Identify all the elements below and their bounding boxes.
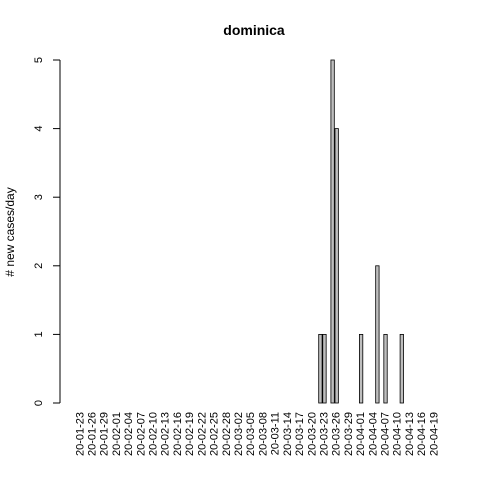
bar-20-03-26 [334,128,339,404]
x-tick-label: 20-03-11 [270,412,282,455]
x-tick-label: 20-03-29 [343,412,355,456]
x-tick-label: 20-04-13 [404,412,416,456]
y-tick-label: 1 [33,331,45,337]
y-tick-label: 3 [33,194,45,200]
bar-20-03-25 [330,59,335,404]
x-tick-label: 20-02-28 [221,412,233,456]
y-tick-label: 5 [33,57,45,63]
y-axis: 0 1 2 3 4 5 [33,57,61,406]
x-axis: 20-01-23 20-01-26 20-01-29 20-02-01 20-02-04… [74,412,440,456]
x-tick-label: 20-02-25 [209,412,221,456]
x-tick-label: 20-02-01 [111,412,123,456]
y-tick-label: 2 [33,263,45,269]
bar-20-04-05 [375,265,380,404]
x-tick-label: 20-04-16 [416,412,428,456]
x-tick-label: 20-04-07 [380,412,392,456]
x-tick-label: 20-02-13 [160,412,172,456]
x-tick-label: 20-02-04 [123,412,135,456]
x-tick-label: 20-04-01 [355,412,367,456]
x-tick-label: 20-04-19 [428,412,440,456]
x-tick-label: 20-02-22 [196,412,208,456]
x-tick-label: 20-03-20 [306,412,318,456]
x-tick-label: 20-02-16 [172,412,184,456]
x-tick-label: 20-01-26 [86,412,98,456]
x-tick-label: 20-03-08 [257,412,269,456]
x-tick-label: 20-01-23 [74,412,86,456]
x-tick-label: 20-03-17 [294,412,306,456]
bar-20-04-07 [383,333,388,404]
y-tick-label: 0 [33,400,45,406]
bar-20-03-22 [318,333,323,404]
bar-20-04-01 [358,333,364,404]
x-tick-label: 20-04-04 [367,412,379,456]
y-axis-label: # new cases/day [3,187,17,276]
x-tick-label: 20-02-07 [135,412,147,456]
x-tick-label: 20-03-02 [233,412,245,456]
x-tick-label: 20-03-23 [318,412,330,456]
x-tick-label: 20-02-10 [148,412,160,456]
bar-20-03-23 [322,333,327,404]
x-tick-label: 20-03-14 [282,412,294,456]
chart-title: dominica [223,22,285,38]
x-tick-label: 20-04-10 [392,412,404,456]
x-tick-label: 20-01-29 [99,412,111,456]
x-tick-label: 20-03-05 [245,412,257,456]
y-tick-label: 4 [33,126,45,132]
x-tick-label: 20-02-19 [184,412,196,456]
bar-20-04-11 [399,333,404,404]
x-tick-label: 20-03-26 [331,412,343,456]
bars [318,59,404,404]
